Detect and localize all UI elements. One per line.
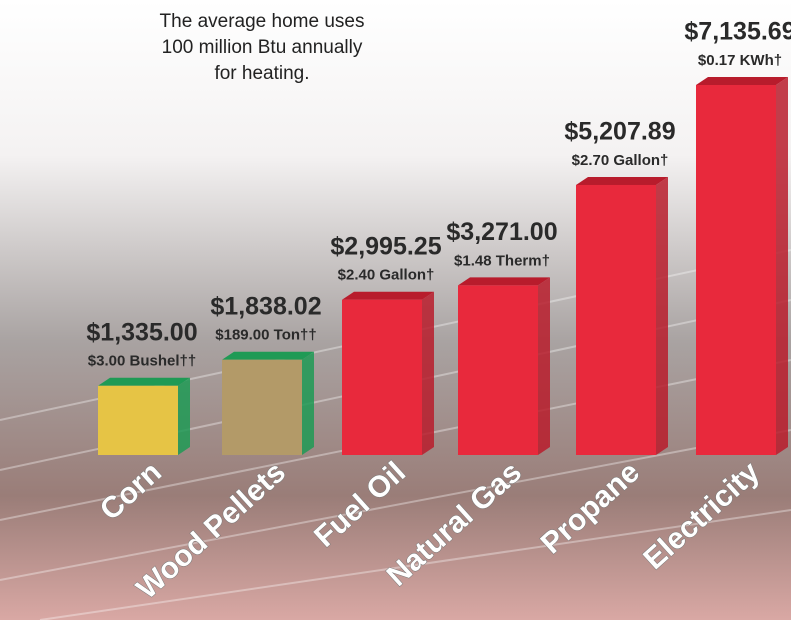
value-label: $5,207.89 [564, 118, 675, 146]
bar [98, 386, 178, 455]
unit-price: $2.40 Gallon† [338, 267, 435, 284]
bar-top [222, 352, 314, 360]
annotation-line: The average home uses [160, 11, 365, 32]
annotation-line: 100 million Btu annually [162, 37, 363, 58]
bar-top [98, 378, 190, 386]
bar [222, 360, 302, 455]
value-label: $3,271.00 [446, 218, 557, 246]
unit-price: $1.48 Therm† [454, 252, 550, 269]
bar [576, 185, 656, 455]
unit-price: $2.70 Gallon† [572, 152, 669, 169]
value-label: $1,838.02 [210, 292, 321, 320]
bar-side [776, 77, 788, 455]
bar [458, 285, 538, 455]
value-label: $1,335.00 [86, 318, 197, 346]
unit-price: $3.00 Bushel†† [88, 353, 196, 370]
value-label: $2,995.25 [330, 232, 441, 260]
bar-side [538, 277, 550, 455]
bar-side [302, 352, 314, 455]
value-label: $7,135.69 [684, 18, 791, 46]
bar-top [696, 77, 788, 85]
chart: The average home uses 100 million Btu ann… [0, 0, 791, 620]
bar-top [576, 177, 668, 185]
bar-side [656, 177, 668, 455]
unit-price: $0.17 KWh† [698, 52, 782, 69]
bar [696, 85, 776, 455]
unit-price: $189.00 Ton†† [215, 327, 316, 344]
bar-top [342, 292, 434, 300]
bar-side [178, 378, 190, 455]
bar [342, 300, 422, 455]
annotation-line: for heating. [214, 63, 309, 84]
bar-side [422, 292, 434, 455]
bar-top [458, 277, 550, 285]
